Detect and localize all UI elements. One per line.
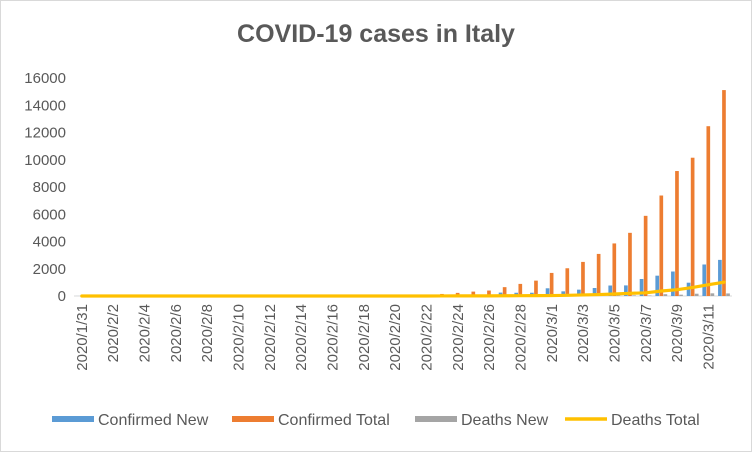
bar-deaths-new	[726, 293, 730, 296]
bar-confirmed-total	[549, 272, 554, 296]
y-tick-label: 14000	[24, 97, 66, 114]
bar-confirmed-new	[718, 259, 722, 296]
x-tick-label: 2020/3/3	[575, 304, 592, 362]
bar-deaths-new	[710, 293, 715, 296]
bar-confirmed-new	[561, 291, 566, 296]
bar-confirmed-total	[518, 283, 523, 296]
y-tick-label: 4000	[33, 234, 66, 251]
y-tick-label: 6000	[33, 206, 66, 223]
y-tick-label: 2000	[33, 261, 66, 278]
x-tick-label: 2020/3/9	[669, 304, 686, 362]
x-tick-label: 2020/2/18	[356, 304, 373, 371]
bar-deaths-new	[616, 295, 621, 296]
bar-confirmed-new	[592, 288, 597, 296]
x-tick-label: 2020/1/31	[74, 304, 91, 371]
bar-confirmed-total	[581, 261, 585, 296]
bar-confirmed-total	[612, 243, 617, 296]
bar-confirmed-new	[577, 289, 581, 296]
legend-label-confirmed-new: Confirmed New	[98, 412, 209, 429]
bar-deaths-new	[694, 293, 699, 296]
x-tick-label: 2020/2/2	[105, 304, 122, 362]
y-tick-label: 10000	[24, 152, 66, 169]
x-tick-label: 2020/2/26	[481, 304, 498, 371]
legend-label-confirmed-total: Confirmed Total	[278, 412, 390, 429]
bar-confirmed-total	[659, 195, 664, 296]
x-tick-label: 2020/2/12	[262, 304, 279, 371]
x-tick-label: 2020/2/14	[293, 304, 310, 371]
x-tick-label: 2020/3/7	[638, 304, 655, 362]
bar-confirmed-total	[628, 232, 632, 296]
legend-label-deaths-new: Deaths New	[461, 412, 549, 429]
bar-deaths-new	[632, 295, 636, 296]
x-tick-label: 2020/3/11	[701, 304, 718, 370]
y-tick-label: 8000	[33, 179, 66, 196]
y-tick-label: 16000	[24, 70, 66, 87]
bar-confirmed-total	[596, 253, 601, 296]
x-tick-label: 2020/2/10	[231, 304, 248, 371]
x-tick-label: 2020/3/5	[607, 304, 624, 362]
bar-confirmed-total	[722, 90, 726, 296]
y-tick-label: 0	[58, 288, 66, 305]
bar-confirmed-total	[534, 280, 538, 296]
bar-confirmed-total	[471, 291, 476, 296]
chart-title: COVID-19 cases in Italy	[237, 20, 515, 48]
x-tick-label: 2020/2/24	[450, 304, 467, 371]
bar-confirmed-new	[655, 275, 660, 296]
line-deaths-total	[80, 280, 726, 298]
bar-confirmed-total	[643, 215, 648, 296]
y-tick-label: 12000	[24, 125, 66, 142]
x-tick-label: 2020/2/22	[419, 304, 436, 371]
x-tick-label: 2020/2/20	[387, 304, 404, 371]
x-tick-label: 2020/3/1	[544, 304, 561, 362]
bar-confirmed-new	[639, 279, 644, 296]
bar-confirmed-total	[487, 290, 491, 296]
bar-confirmed-total	[565, 268, 570, 296]
x-tick-label: 2020/2/8	[199, 304, 216, 362]
bar-confirmed-total	[502, 287, 507, 296]
x-tick-label: 2020/2/6	[168, 304, 185, 362]
x-tick-label: 2020/2/28	[513, 304, 530, 371]
bar-deaths-new	[679, 294, 683, 296]
bar-confirmed-new	[624, 285, 628, 296]
bar-deaths-new	[663, 294, 668, 296]
bar-confirmed-new	[702, 264, 707, 296]
bar-confirmed-new	[671, 271, 675, 296]
legend-label-deaths-total: Deaths Total	[611, 412, 700, 429]
x-tick-label: 2020/2/16	[325, 304, 342, 371]
bar-confirmed-new	[608, 285, 613, 296]
bar-confirmed-total	[675, 171, 679, 296]
bar-confirmed-total	[706, 126, 711, 296]
bar-confirmed-total	[690, 157, 695, 296]
bar-confirmed-new	[545, 288, 550, 296]
x-tick-label: 2020/2/4	[137, 304, 154, 362]
